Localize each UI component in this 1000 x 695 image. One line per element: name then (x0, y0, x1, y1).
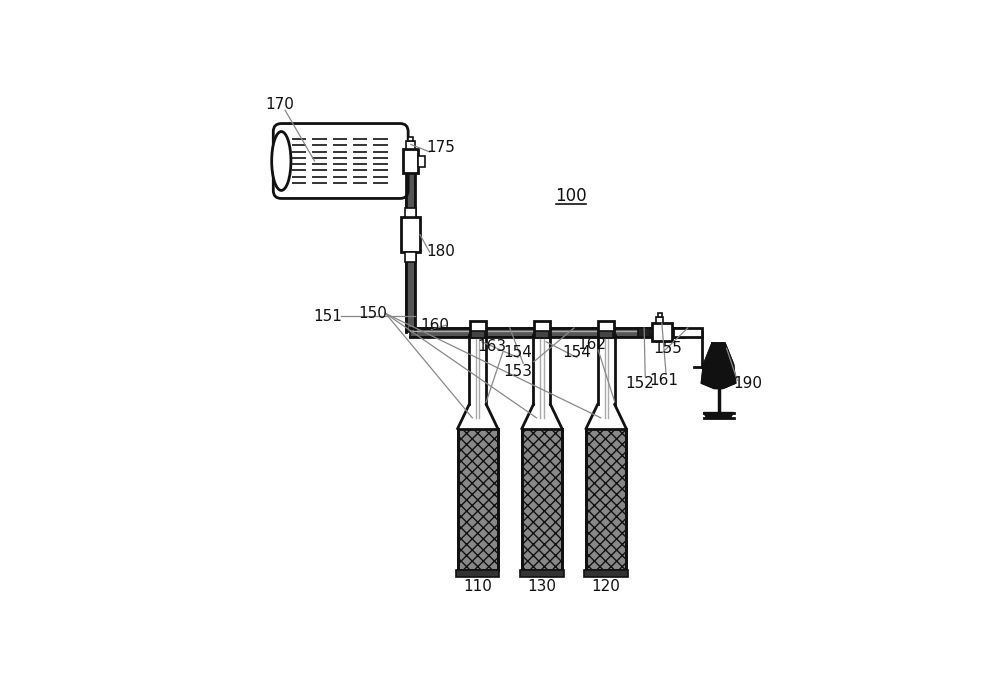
Text: 154: 154 (503, 345, 532, 359)
Text: 120: 120 (592, 579, 621, 594)
FancyBboxPatch shape (408, 137, 413, 141)
FancyBboxPatch shape (584, 571, 628, 577)
Polygon shape (701, 343, 736, 389)
Text: 160: 160 (420, 318, 449, 333)
FancyBboxPatch shape (656, 317, 663, 323)
FancyBboxPatch shape (418, 156, 425, 167)
FancyBboxPatch shape (471, 332, 485, 338)
FancyBboxPatch shape (652, 323, 672, 341)
FancyBboxPatch shape (586, 429, 626, 571)
Text: 110: 110 (463, 579, 492, 594)
FancyBboxPatch shape (456, 571, 499, 577)
FancyBboxPatch shape (458, 429, 498, 571)
Text: 150: 150 (358, 306, 387, 321)
Text: 190: 190 (733, 375, 762, 391)
FancyBboxPatch shape (406, 141, 415, 149)
FancyBboxPatch shape (520, 571, 564, 577)
FancyBboxPatch shape (410, 328, 684, 336)
Text: 100: 100 (556, 187, 587, 205)
FancyBboxPatch shape (470, 321, 486, 335)
FancyBboxPatch shape (638, 328, 650, 336)
FancyBboxPatch shape (406, 173, 415, 332)
FancyBboxPatch shape (599, 332, 613, 338)
FancyBboxPatch shape (273, 124, 408, 199)
Text: 175: 175 (426, 140, 455, 155)
FancyBboxPatch shape (405, 252, 416, 261)
Ellipse shape (272, 131, 291, 190)
Text: 154: 154 (562, 345, 591, 359)
Text: 180: 180 (426, 245, 455, 259)
Text: 152: 152 (625, 375, 654, 391)
Text: 155: 155 (653, 341, 682, 356)
FancyBboxPatch shape (535, 332, 549, 338)
FancyBboxPatch shape (598, 321, 614, 335)
FancyBboxPatch shape (534, 321, 550, 335)
FancyBboxPatch shape (401, 217, 420, 252)
FancyBboxPatch shape (522, 429, 562, 571)
FancyBboxPatch shape (658, 313, 662, 317)
Text: 130: 130 (527, 579, 556, 594)
Text: 170: 170 (265, 97, 294, 113)
Polygon shape (704, 413, 734, 418)
Text: 151: 151 (313, 309, 342, 324)
Text: 162: 162 (577, 337, 606, 352)
FancyBboxPatch shape (403, 149, 418, 173)
Text: 161: 161 (649, 373, 678, 388)
Text: 153: 153 (503, 363, 532, 379)
FancyBboxPatch shape (405, 208, 416, 217)
FancyBboxPatch shape (673, 328, 702, 336)
Text: 163: 163 (478, 339, 507, 354)
